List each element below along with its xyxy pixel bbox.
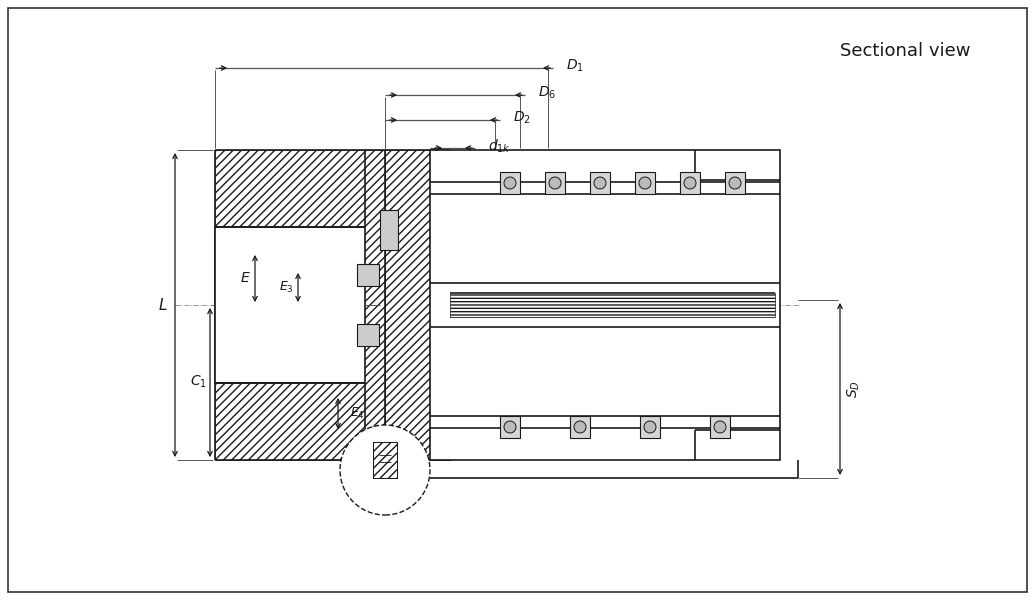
Bar xyxy=(500,416,520,438)
Text: $C_1$: $C_1$ xyxy=(189,374,206,390)
Circle shape xyxy=(714,421,726,433)
Bar xyxy=(635,172,655,194)
Text: $D_6$: $D_6$ xyxy=(538,85,556,101)
Circle shape xyxy=(729,177,741,189)
Bar xyxy=(373,442,397,478)
Circle shape xyxy=(644,421,656,433)
Text: $S_D$: $S_D$ xyxy=(846,380,862,398)
Circle shape xyxy=(549,177,561,189)
Circle shape xyxy=(504,421,516,433)
Text: E: E xyxy=(240,271,249,285)
Bar xyxy=(430,150,780,460)
Circle shape xyxy=(341,425,430,515)
Bar xyxy=(357,264,379,286)
Bar xyxy=(215,150,385,460)
Circle shape xyxy=(574,421,586,433)
Bar xyxy=(373,442,397,478)
Text: $d_{1k}$: $d_{1k}$ xyxy=(487,137,511,155)
Bar xyxy=(545,172,565,194)
Bar xyxy=(357,324,379,346)
Circle shape xyxy=(639,177,651,189)
Bar xyxy=(380,210,398,250)
Text: L: L xyxy=(158,298,168,313)
Bar xyxy=(724,172,745,194)
Bar xyxy=(680,172,700,194)
Circle shape xyxy=(684,177,696,189)
Bar xyxy=(215,227,365,383)
Circle shape xyxy=(504,177,516,189)
Circle shape xyxy=(594,177,607,189)
Text: $D_1$: $D_1$ xyxy=(566,58,584,74)
Bar xyxy=(710,416,730,438)
Text: $D_2$: $D_2$ xyxy=(513,110,531,126)
Text: $E_3$: $E_3$ xyxy=(278,280,293,295)
Bar xyxy=(590,172,610,194)
Bar xyxy=(450,293,775,317)
Bar xyxy=(570,416,590,438)
Bar xyxy=(640,416,660,438)
Text: $E_4$: $E_4$ xyxy=(350,406,365,421)
Text: Sectional view: Sectional view xyxy=(839,42,970,60)
Bar xyxy=(500,172,520,194)
Bar xyxy=(385,150,450,460)
